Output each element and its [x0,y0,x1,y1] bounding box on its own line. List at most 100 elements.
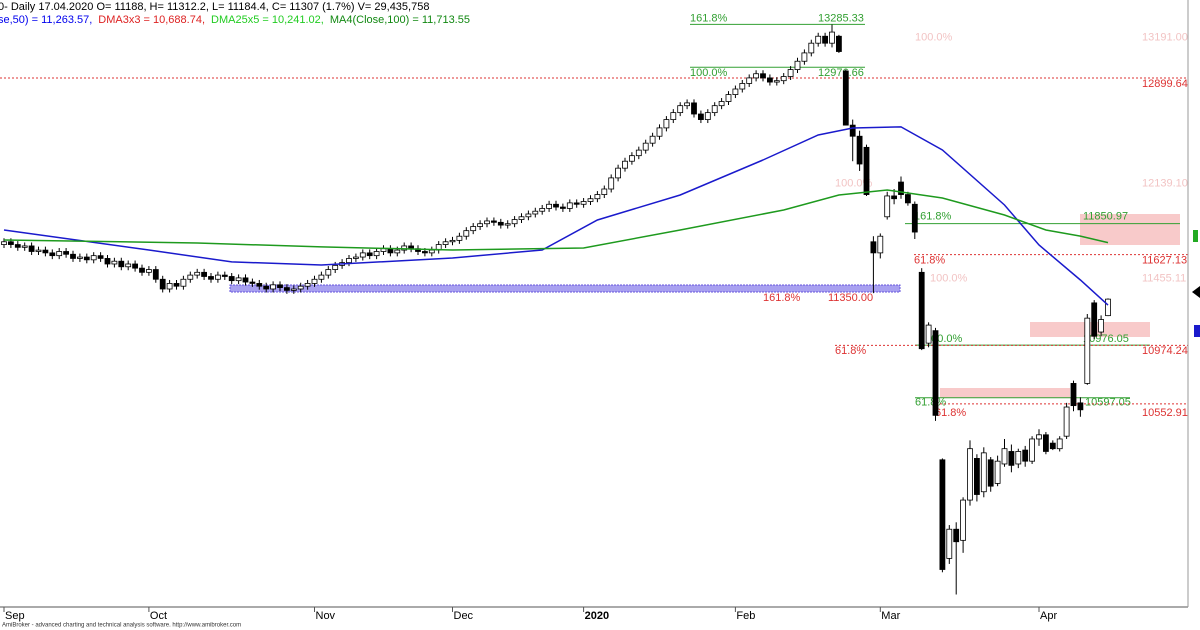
candle-body [642,142,649,151]
candle-body [290,288,297,291]
candle-body [104,258,111,265]
candle-body [787,69,794,77]
candle-body [566,202,573,209]
candle-body [283,287,290,291]
candle-body [615,167,621,179]
candle-body [14,244,21,248]
candle-body [974,458,980,495]
indicator: MA4(Close,100) = 11,713.55 [330,14,470,26]
candle-body [891,195,897,200]
candle-body [132,263,139,269]
candle-body [925,324,932,344]
candle-body [677,105,684,114]
level-pct: 161.8% [690,12,728,24]
candle-body [145,269,152,273]
candle-body [504,223,511,226]
candle-body [1098,319,1104,333]
x-tick-label: Mar [881,610,900,622]
indicator: se,50) = 11,263.57, [0,14,92,26]
candle-body [1008,451,1015,466]
candle-body [739,83,746,90]
candle-body [173,283,180,287]
candle-body [656,127,663,137]
candle-body [629,155,635,162]
candle-body [97,255,104,259]
candle-body [1029,438,1035,462]
candle-body [401,245,408,251]
indicator-line: se,50) = 11,263.57, DMA3x3 = 10,688.74, DM… [0,14,470,26]
candle-body [594,194,601,200]
candle-body [1105,298,1111,317]
candle-body [794,60,801,70]
candle-body [746,77,753,84]
zone [940,388,1070,398]
candle-body [525,213,532,218]
candle-body [442,241,449,245]
candle-body [125,263,132,268]
candle-body [166,283,173,290]
candle-body [449,239,456,243]
candle-body [732,88,739,95]
candle-body [70,253,76,259]
candle-body [77,256,83,259]
level-pct: 61.8% [914,255,945,267]
candle-body [63,251,69,255]
candle-body [297,285,304,290]
candle-body [808,42,815,54]
candle-body [905,194,911,204]
candle-body [1001,448,1008,465]
moving-averages [3,126,1109,306]
candle-body [967,448,973,501]
x-tick-label: Feb [736,610,755,622]
candle-body [118,260,125,268]
candle-body [711,105,718,114]
level-pct: 161.8% [914,210,952,222]
candle-body [863,146,870,195]
x-tick-label: Apr [1040,610,1057,622]
candle-body [773,80,780,83]
footer: AmiBroker - advanced charting and techni… [2,623,241,629]
candle-body [152,269,159,280]
marker [1194,325,1200,337]
candle-body [180,278,187,287]
candle-body [139,267,145,273]
candle-body [1063,406,1070,437]
level-value: 11350.00 [828,292,873,304]
candle-body [849,124,856,137]
level-value: 10552.91 [1142,407,1188,419]
level-value: 13191.00 [1142,31,1188,43]
candle-body [649,135,656,144]
candle-body [898,181,904,195]
candle-body [870,241,877,254]
candle-body [1077,402,1084,411]
candle-body [580,201,587,205]
candle-body [684,102,690,107]
candle-body [387,248,394,254]
candle-body [428,249,435,254]
candle-body [304,283,311,287]
candle-body [704,112,711,120]
candle-body [311,278,318,284]
indicator: DMA25x5 = 10,241.02, [211,14,324,26]
candle-body [352,256,359,259]
candle-body [822,35,828,44]
candle-body [56,251,63,257]
level-value: 11455.11 [1142,272,1186,284]
candle-body [332,264,339,270]
candle-body [1056,438,1063,450]
candle-body [1049,442,1056,450]
levels: 161.8% 13285.33 100.0% 12976.66 12899.64 100.… [0,12,1188,419]
candle-body [953,528,960,543]
candle-body [994,460,1001,484]
candle-body [201,271,208,277]
candle-body [490,220,497,223]
candle-body [663,119,670,129]
candle-body [221,274,228,277]
candle-body [532,210,539,215]
x-tick-label: Sep [5,610,25,622]
candle-body [877,235,884,254]
candle-body [1036,434,1042,440]
candle-body [635,149,642,157]
candle-body [560,206,566,209]
candle-body [1015,451,1022,465]
